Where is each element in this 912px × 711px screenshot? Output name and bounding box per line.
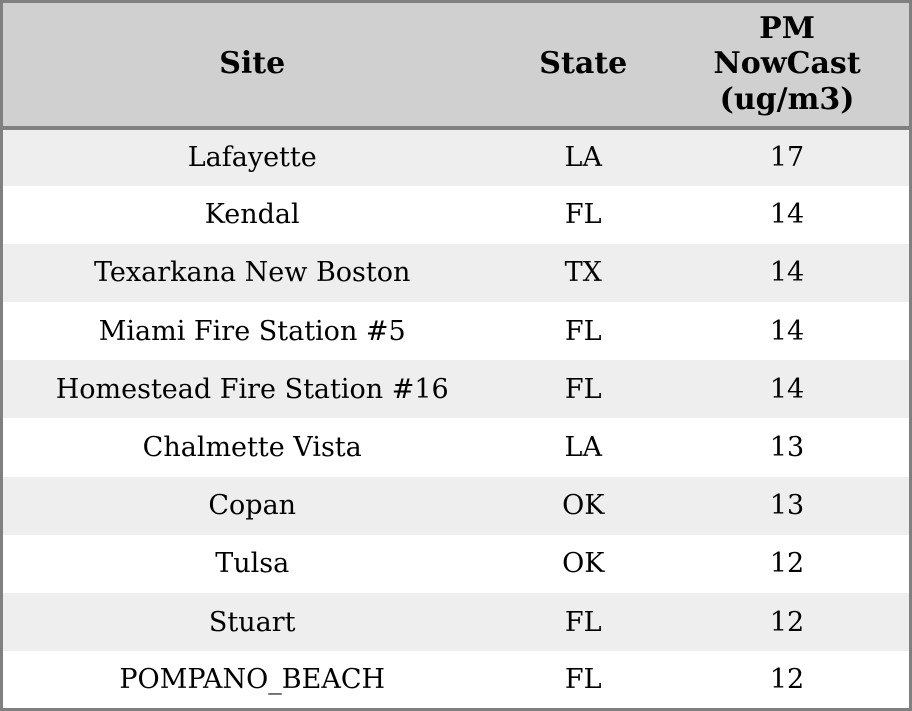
state-cell: FL bbox=[501, 302, 666, 361]
state-cell: LA bbox=[501, 418, 666, 477]
pm-cell: 13 bbox=[665, 418, 911, 477]
pm-cell: 14 bbox=[665, 185, 911, 244]
table-body: Lafayette LA 17 Kendal FL 14 Texarkana New Bos… bbox=[1, 127, 911, 710]
pm-cell: 12 bbox=[665, 534, 911, 593]
site-cell: Tulsa bbox=[1, 534, 502, 593]
pm-cell: 17 bbox=[665, 127, 911, 186]
column-header-state: State bbox=[501, 1, 666, 130]
pm-cell: 14 bbox=[665, 302, 911, 361]
pm-cell: 12 bbox=[665, 593, 911, 652]
pm-cell: 14 bbox=[665, 243, 911, 303]
state-cell: FL bbox=[501, 651, 666, 710]
state-cell: LA bbox=[501, 127, 666, 186]
pm-cell: 14 bbox=[665, 360, 911, 419]
site-cell: Lafayette bbox=[1, 127, 502, 186]
site-cell: Stuart bbox=[1, 593, 502, 652]
table-row: Chalmette Vista LA 13 bbox=[1, 418, 911, 477]
table-row: Stuart FL 12 bbox=[1, 593, 911, 652]
table-row: Copan OK 13 bbox=[1, 476, 911, 535]
column-header-site: Site bbox=[1, 1, 502, 130]
site-cell: Homestead Fire Station #16 bbox=[1, 360, 502, 419]
table-row: Homestead Fire Station #16 FL 14 bbox=[1, 360, 911, 419]
state-cell: FL bbox=[501, 360, 666, 419]
table-row: POMPANO_BEACH FL 12 bbox=[1, 651, 911, 710]
state-cell: OK bbox=[501, 534, 666, 593]
site-cell: Kendal bbox=[1, 185, 502, 244]
header-row: Site State PM NowCast (ug/m3) bbox=[1, 1, 911, 130]
site-cell: Chalmette Vista bbox=[1, 418, 502, 477]
state-cell: TX bbox=[501, 243, 666, 303]
site-cell: Miami Fire Station #5 bbox=[1, 302, 502, 361]
column-header-pm-nowcast: PM NowCast (ug/m3) bbox=[665, 1, 911, 130]
site-cell: Texarkana New Boston bbox=[1, 243, 502, 303]
state-cell: FL bbox=[501, 185, 666, 244]
site-cell: Copan bbox=[1, 476, 502, 535]
column-header-pm-nowcast-label: PM NowCast (ug/m3) bbox=[713, 10, 861, 117]
pm-cell: 13 bbox=[665, 476, 911, 535]
table-row: Miami Fire Station #5 FL 14 bbox=[1, 302, 911, 361]
pm-cell: 12 bbox=[665, 651, 911, 710]
table-row: Lafayette LA 17 bbox=[1, 127, 911, 186]
state-cell: OK bbox=[501, 476, 666, 535]
table-row: Tulsa OK 12 bbox=[1, 534, 911, 593]
site-cell: POMPANO_BEACH bbox=[1, 651, 502, 710]
table-row: Kendal FL 14 bbox=[1, 185, 911, 244]
table-row: Texarkana New Boston TX 14 bbox=[1, 243, 911, 303]
table-header: Site State PM NowCast (ug/m3) bbox=[1, 1, 911, 130]
state-cell: FL bbox=[501, 593, 666, 652]
